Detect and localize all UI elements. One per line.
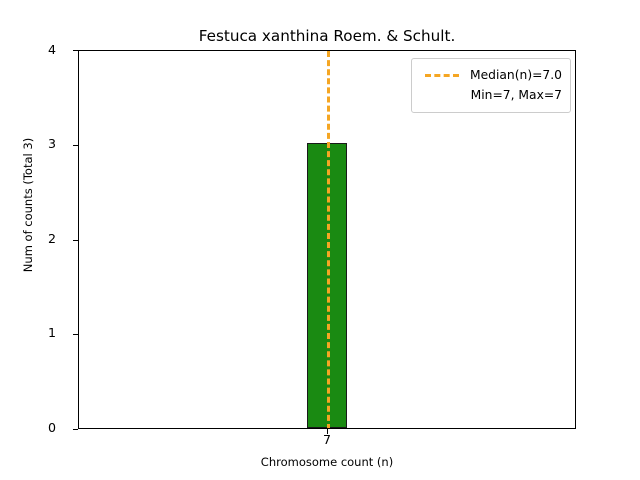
y-tick-label-2: 2 <box>47 231 56 246</box>
x-axis-label: Chromosome count (n) <box>260 455 394 469</box>
y-tick-label-1: 1 <box>47 325 56 340</box>
legend-label-median: Median(n)=7.0 <box>470 68 562 82</box>
y-tick-mark-1 <box>73 334 78 336</box>
y-axis-label: Num of counts (Total 3) <box>21 137 35 273</box>
page-title: Festuca xanthina Roem. & Schult. <box>198 27 456 45</box>
legend-entry-median: Median(n)=7.0 <box>420 65 562 85</box>
y-tick-mark-3 <box>73 144 78 146</box>
y-tick-mark-2 <box>73 239 78 241</box>
legend-label-minmax: Min=7, Max=7 <box>470 88 562 102</box>
legend-entry-minmax: Min=7, Max=7 <box>420 85 562 105</box>
median-line <box>327 51 330 428</box>
x-tick-mark-0 <box>327 429 328 434</box>
y-tick-mark-4 <box>73 50 78 51</box>
y-tick-label-0: 0 <box>47 420 56 435</box>
y-tick-label-3: 3 <box>47 136 56 151</box>
chart-legend: Median(n)=7.0 Min=7, Max=7 <box>411 58 571 113</box>
x-tick-label-0: 7 <box>322 432 331 447</box>
y-tick-mark-0 <box>73 429 78 430</box>
plot-area <box>78 50 576 429</box>
legend-dash-icon <box>420 73 464 77</box>
y-tick-label-4: 4 <box>47 42 56 57</box>
